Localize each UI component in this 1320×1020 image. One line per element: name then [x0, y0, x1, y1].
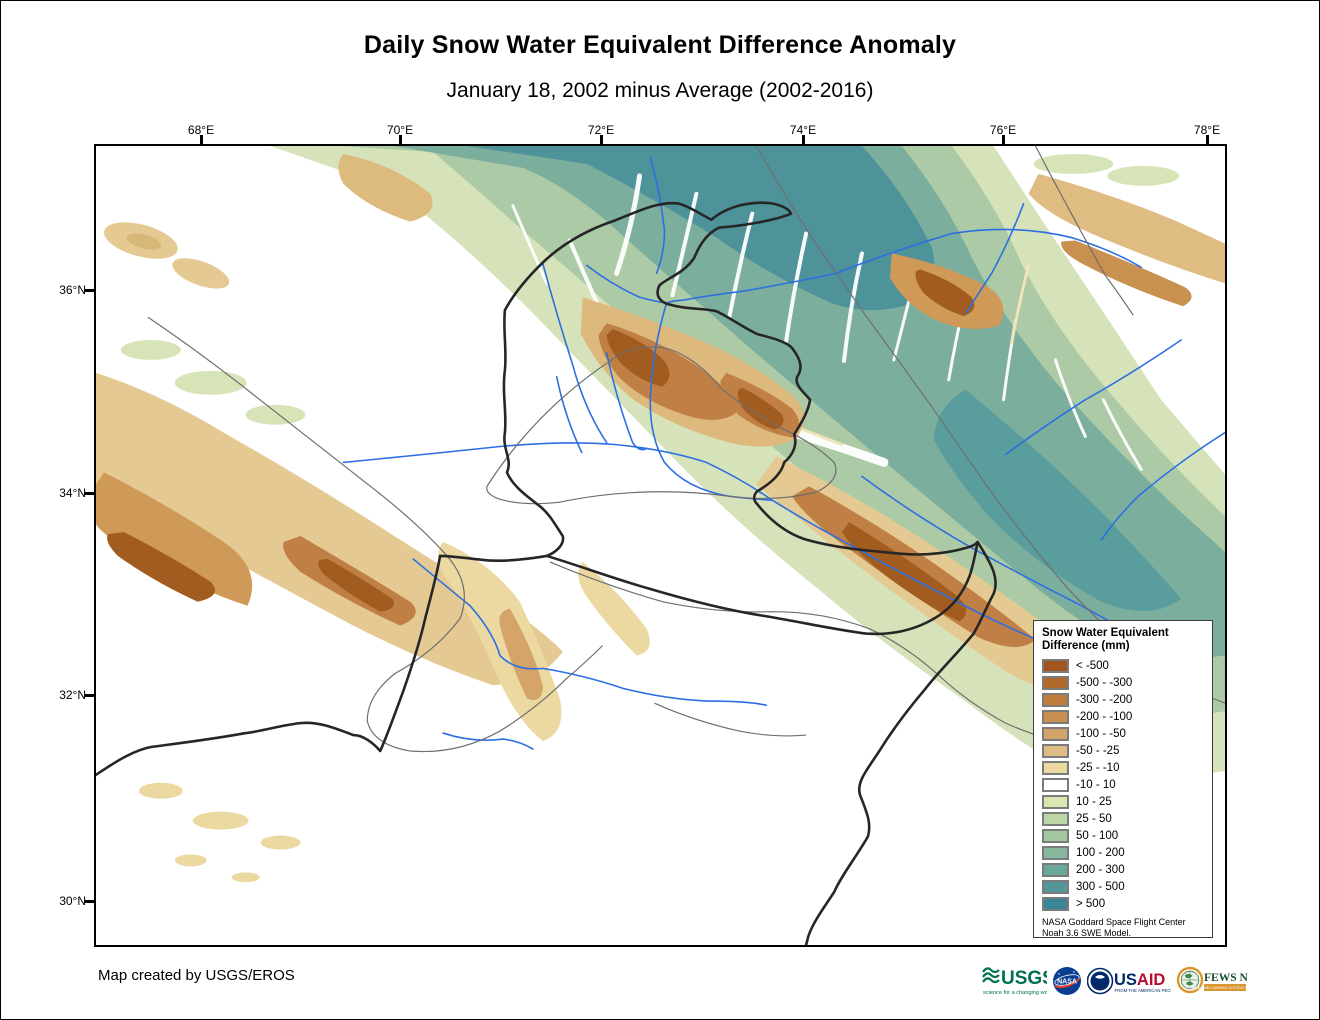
x-tick-label: 70°E [386, 123, 414, 137]
legend-row: 25 - 50 [1042, 810, 1206, 827]
legend-swatch [1042, 794, 1069, 809]
legend-row: 10 - 25 [1042, 793, 1206, 810]
y-tick-mark [85, 289, 96, 292]
legend-swatch [1042, 760, 1069, 775]
legend-class-label: 300 - 500 [1076, 880, 1125, 893]
x-tick-label: 72°E [587, 123, 615, 137]
legend-swatch [1042, 777, 1069, 792]
fewsnet-logo: FEWS NET FAMINE EARLY WARNING SYSTEMS NE… [1176, 966, 1248, 994]
y-tick-label: 34°N [59, 486, 86, 500]
legend-row: -300 - -200 [1042, 691, 1206, 708]
legend-class-label: -25 - -10 [1076, 761, 1120, 774]
legend-swatch [1042, 879, 1069, 894]
legend-class-label: 50 - 100 [1076, 829, 1119, 842]
legend: Snow Water Equivalent Difference (mm) < … [1033, 620, 1213, 938]
x-tick-mark [200, 135, 203, 146]
legend-row: -500 - -300 [1042, 674, 1206, 691]
y-tick-label: 32°N [59, 688, 86, 702]
legend-class-label: < -500 [1076, 659, 1109, 672]
usgs-logo: USGS science for a changing world [982, 967, 1047, 996]
legend-row: 50 - 100 [1042, 827, 1206, 844]
page-subtitle: January 18, 2002 minus Average (2002-201… [446, 79, 874, 102]
legend-class-label: -100 - -50 [1076, 727, 1126, 740]
legend-row: -50 - -25 [1042, 742, 1206, 759]
usaid-logo-text: USAID [1114, 971, 1165, 989]
usaid-logo: USAID FROM THE AMERICAN PEOPLE [1087, 967, 1172, 995]
y-tick-label: 30°N [59, 894, 86, 908]
usgs-tagline: science for a changing world [983, 990, 1047, 996]
map-credit: Map created by USGS/EROS [98, 967, 295, 984]
legend-class-label: 100 - 200 [1076, 846, 1125, 859]
legend-class-label: -300 - -200 [1076, 693, 1133, 706]
page-title: Daily Snow Water Equivalent Difference A… [363, 31, 957, 59]
nasa-logo-text: NASA [1057, 979, 1077, 986]
x-tick-mark [399, 135, 402, 146]
legend-title: Snow Water Equivalent Difference (mm) [1042, 627, 1169, 652]
legend-source-note: NASA Goddard Space Flight Center Noah 3.… [1042, 917, 1186, 938]
fewsnet-tagline: FAMINE EARLY WARNING SYSTEMS NETWORK [1189, 986, 1248, 990]
legend-swatch [1042, 709, 1069, 724]
x-tick-label: 74°E [789, 123, 817, 137]
legend-row: > 500 [1042, 895, 1206, 912]
legend-swatch [1042, 743, 1069, 758]
legend-class-label: -10 - 10 [1076, 778, 1116, 791]
legend-row: -25 - -10 [1042, 759, 1206, 776]
legend-swatch [1042, 862, 1069, 877]
legend-class-label: -500 - -300 [1076, 676, 1133, 689]
y-tick-mark [85, 492, 96, 495]
legend-row: -200 - -100 [1042, 708, 1206, 725]
usaid-tagline: FROM THE AMERICAN PEOPLE [1115, 988, 1172, 993]
x-tick-mark [1002, 135, 1005, 146]
legend-row: -100 - -50 [1042, 725, 1206, 742]
legend-row: -10 - 10 [1042, 776, 1206, 793]
legend-swatch [1042, 692, 1069, 707]
x-tick-mark [1206, 135, 1209, 146]
x-tick-mark [600, 135, 603, 146]
y-tick-label: 36°N [59, 283, 86, 297]
x-tick-mark [802, 135, 805, 146]
legend-swatch [1042, 726, 1069, 741]
map-canvas: 68°E 70°E 72°E 74°E 76°E 78°E 36°N 34°N … [59, 123, 1227, 947]
legend-swatch [1042, 811, 1069, 826]
legend-swatch [1042, 896, 1069, 911]
legend-swatch [1042, 845, 1069, 860]
legend-swatch [1042, 675, 1069, 690]
legend-class-label: 10 - 25 [1076, 795, 1112, 808]
legend-row: < -500 [1042, 657, 1206, 674]
y-tick-mark [85, 900, 96, 903]
legend-swatch [1042, 828, 1069, 843]
x-tick-label: 76°E [989, 123, 1017, 137]
usgs-logo-text: USGS [1001, 968, 1047, 989]
y-tick-mark [85, 694, 96, 697]
x-tick-label: 68°E [187, 123, 215, 137]
agency-logos: USGS science for a changing world NASA U… [981, 961, 1248, 1001]
legend-row: 100 - 200 [1042, 844, 1206, 861]
legend-class-label: -50 - -25 [1076, 744, 1120, 757]
legend-row: 300 - 500 [1042, 878, 1206, 895]
legend-class-label: > 500 [1076, 897, 1106, 910]
legend-row: 200 - 300 [1042, 861, 1206, 878]
legend-class-label: -200 - -100 [1076, 710, 1133, 723]
nasa-logo: NASA [1053, 967, 1081, 995]
fewsnet-logo-text: FEWS NET [1204, 972, 1248, 984]
legend-class-label: 25 - 50 [1076, 812, 1112, 825]
basemap-graphic [96, 146, 1225, 945]
x-tick-label: 78°E [1193, 123, 1221, 137]
legend-class-label: 200 - 300 [1076, 863, 1125, 876]
legend-swatch [1042, 658, 1069, 673]
